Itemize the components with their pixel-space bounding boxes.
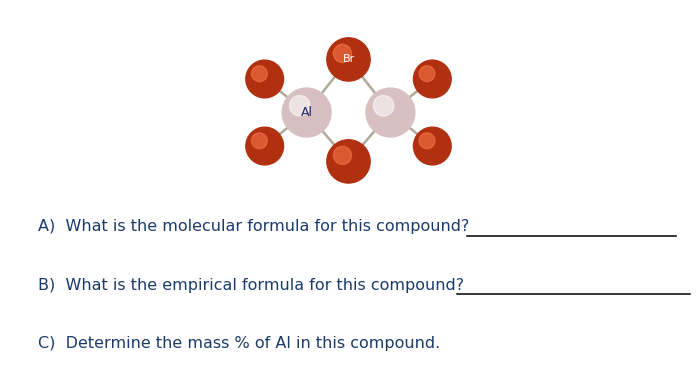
Circle shape (413, 127, 451, 165)
Circle shape (327, 140, 370, 183)
Circle shape (366, 88, 415, 137)
Text: B)  What is the empirical formula for this compound?: B) What is the empirical formula for thi… (38, 278, 464, 293)
Text: Al: Al (300, 106, 312, 119)
Circle shape (246, 127, 284, 165)
Circle shape (327, 38, 370, 81)
Text: A)  What is the molecular formula for this compound?: A) What is the molecular formula for thi… (38, 220, 470, 234)
Circle shape (413, 60, 451, 98)
Text: C)  Determine the mass % of Al in this compound.: C) Determine the mass % of Al in this co… (38, 336, 441, 351)
Circle shape (282, 88, 331, 137)
Circle shape (374, 95, 394, 116)
Circle shape (252, 66, 268, 81)
Text: Br: Br (342, 54, 355, 64)
Circle shape (246, 60, 284, 98)
Circle shape (419, 133, 435, 149)
Circle shape (419, 66, 435, 81)
Circle shape (333, 44, 351, 62)
Circle shape (252, 133, 268, 149)
Circle shape (333, 146, 351, 165)
Circle shape (289, 95, 310, 116)
